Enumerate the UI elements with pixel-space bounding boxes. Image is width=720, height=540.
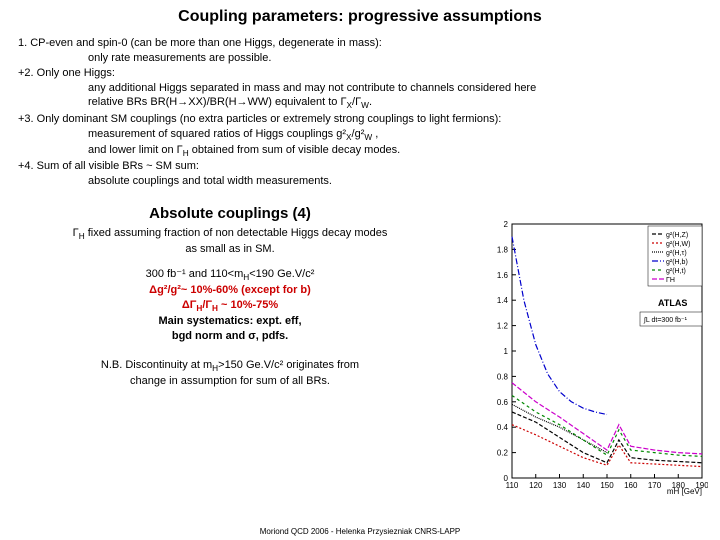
svg-text:160: 160 [624, 481, 638, 490]
page-title: Coupling parameters: progressive assumpt… [0, 0, 720, 30]
item-2b: relative BRs BR(H→XX)/BR(H→WW) equivalen… [18, 95, 702, 111]
svg-text:1.2: 1.2 [497, 322, 509, 331]
svg-text:130: 130 [553, 481, 567, 490]
result-1: Δg²/g²~ 10%-60% (except for b) [0, 283, 460, 298]
svg-text:g²(H,b): g²(H,b) [666, 259, 688, 266]
svg-text:140: 140 [577, 481, 591, 490]
svg-text:0.8: 0.8 [497, 372, 509, 381]
svg-text:0.4: 0.4 [497, 423, 509, 432]
item-2a: any additional Higgs separated in mass a… [18, 81, 702, 96]
svg-text:mH [GeV]: mH [GeV] [667, 487, 702, 496]
item-1: 1. CP-even and spin-0 (can be more than … [18, 36, 702, 51]
item-3b: and lower limit on ΓH obtained from sum … [18, 143, 702, 159]
svg-text:g²(H,W): g²(H,W) [666, 241, 691, 248]
lumi-range: 300 fb⁻¹ and 110<mH<190 Ge.V/c² [0, 267, 460, 283]
assumption-text-2: as small as in SM. [0, 242, 460, 257]
svg-text:1: 1 [504, 347, 509, 356]
svg-text:1.6: 1.6 [497, 271, 509, 280]
svg-text:170: 170 [648, 481, 662, 490]
item-4a: absolute couplings and total width measu… [18, 174, 702, 189]
result-2: ΔΓH/ΓH ~ 10%-75% [0, 298, 460, 314]
item-3a: measurement of squared ratios of Higgs c… [18, 127, 702, 143]
svg-text:120: 120 [529, 481, 543, 490]
svg-text:ATLAS: ATLAS [658, 298, 687, 308]
assumptions-list: 1. CP-even and spin-0 (can be more than … [0, 30, 720, 189]
item-2: +2. Only one Higgs: [18, 66, 702, 81]
svg-text:g²(H,τ): g²(H,τ) [666, 250, 687, 257]
svg-text:ΓH: ΓH [666, 277, 675, 284]
nb-2: change in assumption for sum of all BRs. [0, 374, 460, 389]
systematics-2: bgd norm and σ, pdfs. [0, 329, 460, 344]
svg-text:1.8: 1.8 [497, 245, 509, 254]
item-3: +3. Only dominant SM couplings (no extra… [18, 112, 702, 127]
svg-text:150: 150 [600, 481, 614, 490]
svg-text:0: 0 [504, 474, 509, 483]
footer: Moriond QCD 2006 - Helenka Przysiezniak … [0, 527, 720, 536]
nb-1: N.B. Discontinuity at mH>150 Ge.V/c² ori… [0, 358, 460, 374]
svg-text:g²(H,Z): g²(H,Z) [666, 232, 688, 239]
svg-text:0.6: 0.6 [497, 398, 509, 407]
couplings-chart: 11012013014015016017018019000.20.40.60.8… [478, 218, 708, 498]
item-4: +4. Sum of all visible BRs ~ SM sum: [18, 159, 702, 174]
assumption-text: ΓH fixed assuming fraction of non detect… [0, 226, 460, 242]
item-1a: only rate measurements are possible. [18, 51, 702, 66]
svg-text:2: 2 [504, 220, 509, 229]
svg-text:∫L dt=300 fb⁻¹: ∫L dt=300 fb⁻¹ [643, 317, 688, 324]
systematics-1: Main systematics: expt. eff, [0, 314, 460, 329]
svg-text:g²(H,t): g²(H,t) [666, 268, 686, 275]
svg-text:1.4: 1.4 [497, 296, 509, 305]
svg-text:0.2: 0.2 [497, 449, 509, 458]
